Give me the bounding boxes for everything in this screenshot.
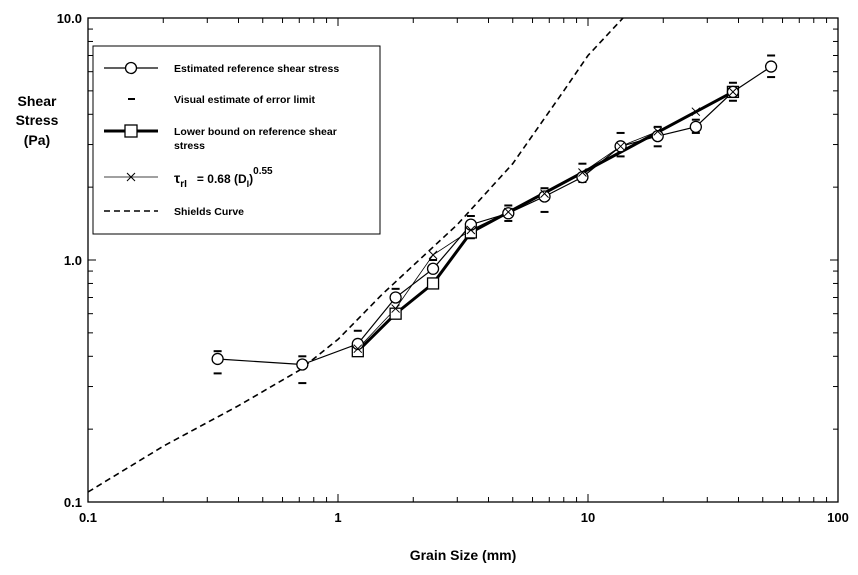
- fit-marker: [616, 141, 625, 151]
- fit-marker: [391, 304, 400, 313]
- data-marks: [211, 54, 778, 385]
- x-tick-label: 1: [334, 510, 341, 525]
- estimated-marker: [651, 129, 664, 143]
- x-tick-label: 10: [581, 510, 595, 525]
- fit-marker: [428, 250, 438, 260]
- legend: Estimated reference shear stress Visual …: [92, 45, 381, 235]
- fit-marker: [503, 207, 513, 217]
- estimated-marker: [502, 207, 515, 220]
- lower-bound-marker: [426, 277, 440, 290]
- legend-label-shields: Shields Curve: [174, 206, 244, 218]
- estimated-line: [217, 66, 772, 366]
- y-tick-label: 0.1: [64, 495, 82, 510]
- estimated-marker: [576, 170, 589, 184]
- legend-circle-marker: [124, 61, 138, 75]
- estimated-marker: [426, 262, 440, 275]
- x-axis-label: Grain Size (mm): [410, 547, 517, 563]
- estimated-marker: [689, 120, 702, 133]
- legend-entry-shields: Shields Curve: [104, 206, 244, 218]
- axis-ticks: 0.1 1 10 100 0.1 1.0 10.0: [57, 11, 849, 525]
- y-tick-label: 10.0: [57, 11, 82, 26]
- legend-entry-error: Visual estimate of error limit: [128, 94, 316, 106]
- legend-x-marker: [126, 172, 136, 182]
- fit-marker: [353, 344, 363, 354]
- legend-label-lower-1: Lower bound on reference shear: [174, 126, 337, 138]
- legend-label-estimated: Estimated reference shear stress: [174, 63, 339, 75]
- fit-marker: [578, 168, 587, 177]
- y-axis-label-line-1: Shear: [18, 93, 57, 109]
- x-tick-label: 0.1: [79, 510, 97, 525]
- fit-marker: [540, 189, 549, 199]
- legend-entry-lower-bound: Lower bound on reference shear stress: [104, 124, 337, 152]
- legend-label-lower-2: stress: [174, 140, 205, 152]
- y-axis-label-line-2: Stress: [16, 112, 59, 128]
- fit-marker: [691, 107, 701, 117]
- legend-square-marker: [124, 124, 138, 138]
- lower-bound-marker: [389, 307, 402, 320]
- x-tick-label: 100: [827, 510, 849, 525]
- estimated-marker: [538, 190, 551, 203]
- y-tick-label: 1.0: [64, 253, 82, 268]
- fit-marker: [466, 225, 476, 235]
- legend-entry-estimated: Estimated reference shear stress: [104, 61, 339, 75]
- estimated-marker: [296, 358, 309, 371]
- estimated-marker: [389, 291, 402, 304]
- estimated-marker: [351, 337, 364, 351]
- fit-marker: [653, 127, 663, 136]
- legend-label-error: Visual estimate of error limit: [174, 94, 316, 106]
- estimated-marker: [464, 218, 478, 231]
- estimated-marker: [211, 352, 224, 366]
- legend-label-fit: τrI = 0.68 (DI)0.55: [174, 166, 273, 190]
- estimated-marker: [764, 60, 778, 73]
- y-axis-label-line-3: (Pa): [24, 132, 50, 148]
- fit-marker: [728, 87, 738, 97]
- legend-entry-fit: τrI = 0.68 (DI)0.55: [104, 166, 273, 190]
